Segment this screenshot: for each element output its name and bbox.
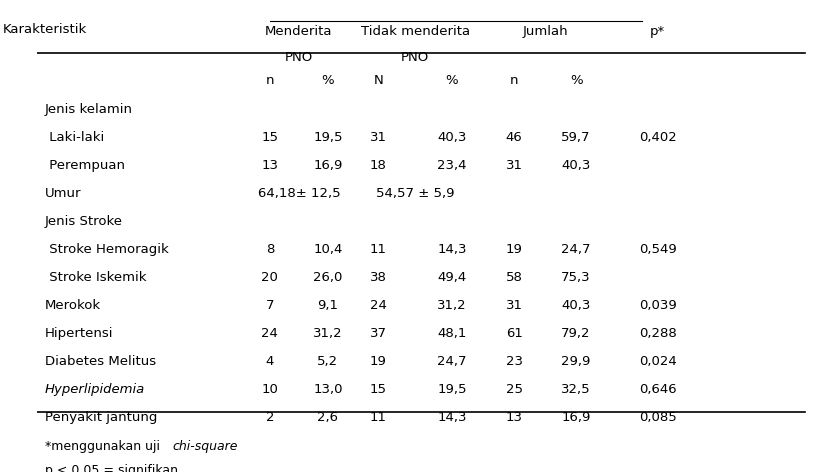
Text: Diabetes Melitus: Diabetes Melitus	[45, 355, 156, 368]
Text: %: %	[322, 75, 335, 87]
Text: Stroke Hemoragik: Stroke Hemoragik	[45, 243, 168, 256]
Text: 20: 20	[261, 271, 278, 284]
Text: 0,024: 0,024	[639, 355, 676, 368]
Text: 0,085: 0,085	[639, 411, 676, 424]
Text: 19: 19	[370, 355, 387, 368]
Text: 32,5: 32,5	[562, 383, 591, 396]
Text: 0,549: 0,549	[639, 243, 676, 256]
Text: 19,5: 19,5	[313, 131, 343, 144]
Text: 0,039: 0,039	[639, 299, 676, 312]
Text: 0,288: 0,288	[639, 327, 676, 340]
Text: 49,4: 49,4	[437, 271, 466, 284]
Text: chi-square: chi-square	[173, 440, 239, 453]
Text: 13,0: 13,0	[313, 383, 343, 396]
Text: 11: 11	[370, 411, 387, 424]
Text: 0,402: 0,402	[639, 131, 676, 144]
Text: 31,2: 31,2	[437, 299, 467, 312]
Text: 5,2: 5,2	[317, 355, 339, 368]
Text: p < 0,05 = signifikan: p < 0,05 = signifikan	[45, 464, 178, 472]
Text: 40,3: 40,3	[562, 299, 591, 312]
Text: 31,2: 31,2	[313, 327, 343, 340]
Text: 15: 15	[261, 131, 278, 144]
Text: 24: 24	[370, 299, 387, 312]
Text: Perempuan: Perempuan	[45, 160, 125, 172]
Text: 31: 31	[505, 160, 523, 172]
Text: 2,6: 2,6	[317, 411, 339, 424]
Text: PNO: PNO	[401, 51, 429, 64]
Text: Penyakit jantung: Penyakit jantung	[45, 411, 157, 424]
Text: 31: 31	[370, 131, 387, 144]
Text: 23,4: 23,4	[437, 160, 466, 172]
Text: Jenis kelamin: Jenis kelamin	[45, 103, 133, 117]
Text: Karakteristik: Karakteristik	[2, 23, 87, 36]
Text: 46: 46	[505, 131, 523, 144]
Text: 16,9: 16,9	[313, 160, 343, 172]
Text: Menderita: Menderita	[265, 25, 333, 38]
Text: 0,646: 0,646	[639, 383, 676, 396]
Text: 15: 15	[370, 383, 387, 396]
Text: 7: 7	[265, 299, 274, 312]
Text: 58: 58	[505, 271, 523, 284]
Text: 14,3: 14,3	[437, 411, 466, 424]
Text: %: %	[446, 75, 458, 87]
Text: 13: 13	[505, 411, 523, 424]
Text: N: N	[374, 75, 383, 87]
Text: 61: 61	[505, 327, 523, 340]
Text: 31: 31	[505, 299, 523, 312]
Text: 10: 10	[261, 383, 278, 396]
Text: 79,2: 79,2	[562, 327, 591, 340]
Text: 26,0: 26,0	[313, 271, 343, 284]
Text: 40,3: 40,3	[562, 160, 591, 172]
Text: Merokok: Merokok	[45, 299, 101, 312]
Text: 29,9: 29,9	[562, 355, 591, 368]
Text: 4: 4	[265, 355, 274, 368]
Text: 16,9: 16,9	[562, 411, 591, 424]
Text: 23: 23	[505, 355, 523, 368]
Text: 14,3: 14,3	[437, 243, 466, 256]
Text: 59,7: 59,7	[562, 131, 591, 144]
Text: 9,1: 9,1	[317, 299, 339, 312]
Text: 24,7: 24,7	[562, 243, 591, 256]
Text: n: n	[265, 75, 274, 87]
Text: 19,5: 19,5	[437, 383, 466, 396]
Text: 37: 37	[370, 327, 387, 340]
Text: *menggunakan uji: *menggunakan uji	[45, 440, 164, 453]
Text: 13: 13	[261, 160, 278, 172]
Text: Laki-laki: Laki-laki	[45, 131, 104, 144]
Text: n: n	[510, 75, 519, 87]
Text: Jenis Stroke: Jenis Stroke	[45, 215, 123, 228]
Text: Umur: Umur	[45, 187, 81, 200]
Text: 2: 2	[265, 411, 274, 424]
Text: 40,3: 40,3	[437, 131, 466, 144]
Text: Hipertensi: Hipertensi	[45, 327, 113, 340]
Text: Tidak menderita: Tidak menderita	[361, 25, 470, 38]
Text: 48,1: 48,1	[437, 327, 466, 340]
Text: 25: 25	[505, 383, 523, 396]
Text: 75,3: 75,3	[562, 271, 591, 284]
Text: 54,57 ± 5,9: 54,57 ± 5,9	[376, 187, 454, 200]
Text: 64,18± 12,5: 64,18± 12,5	[257, 187, 340, 200]
Text: Hyperlipidemia: Hyperlipidemia	[45, 383, 145, 396]
Text: p*: p*	[650, 25, 665, 38]
Text: Jumlah: Jumlah	[523, 25, 568, 38]
Text: 38: 38	[370, 271, 387, 284]
Text: Stroke Iskemik: Stroke Iskemik	[45, 271, 147, 284]
Text: 24: 24	[261, 327, 278, 340]
Text: 11: 11	[370, 243, 387, 256]
Text: 24,7: 24,7	[437, 355, 466, 368]
Text: 10,4: 10,4	[313, 243, 343, 256]
Text: %: %	[570, 75, 583, 87]
Text: 18: 18	[370, 160, 387, 172]
Text: 8: 8	[265, 243, 274, 256]
Text: 19: 19	[505, 243, 523, 256]
Text: PNO: PNO	[285, 51, 313, 64]
